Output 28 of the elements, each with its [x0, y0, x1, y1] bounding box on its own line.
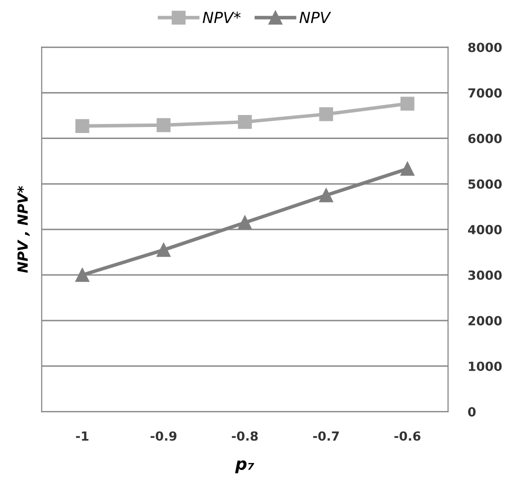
y-tick-label: 4000: [468, 224, 502, 234]
y-tick-label: 1000: [468, 362, 502, 372]
point: [238, 216, 252, 230]
point: [75, 268, 90, 282]
y-tick-label: 5000: [468, 179, 502, 189]
point: [156, 242, 171, 257]
point: [319, 107, 334, 122]
point: [319, 188, 334, 202]
x-tick-label: -1: [76, 431, 88, 441]
point: [400, 162, 414, 176]
legend-label: NPV*: [202, 12, 241, 24]
point: [238, 114, 252, 129]
point: [75, 119, 90, 133]
point: [400, 96, 414, 111]
x-tick-label: -0.8: [232, 431, 258, 441]
y-tick-label: 8000: [468, 42, 502, 52]
y-tick-label: 6000: [468, 134, 502, 144]
y-tick-label: 3000: [468, 270, 502, 280]
y-tick-label: 0: [468, 407, 476, 417]
legend-label: NPV: [300, 12, 332, 24]
x-tick-label: -0.6: [394, 431, 420, 441]
x-tick-label: -0.9: [150, 431, 176, 441]
y-axis-title: NPV , NPV*: [17, 186, 30, 273]
x-tick-label: -0.7: [313, 431, 339, 441]
point: [156, 118, 171, 132]
y-tick-label: 7000: [468, 88, 502, 98]
y-tick-label: 2000: [468, 316, 502, 326]
x-axis-title: p₇: [235, 460, 254, 474]
